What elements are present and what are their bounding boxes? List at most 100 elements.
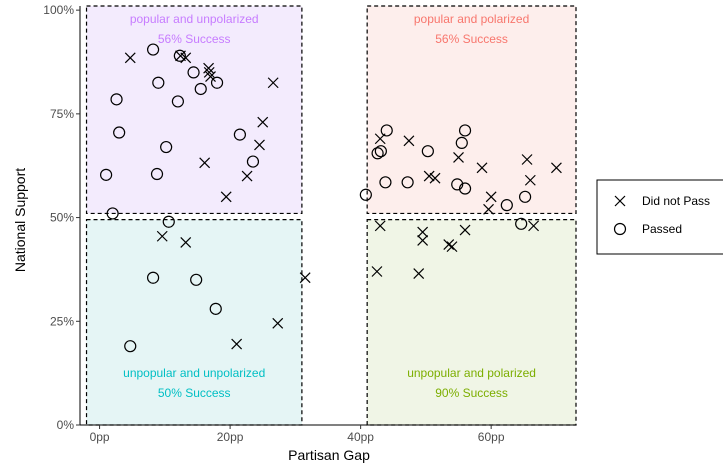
quadrant-success-3: 90% Success: [435, 386, 508, 400]
point-stroke: [423, 170, 435, 182]
point-stroke: [267, 77, 279, 89]
point-passed: [455, 136, 468, 150]
point-stroke: [299, 272, 311, 284]
y-tick-label-0: 0%: [57, 418, 75, 432]
point-stroke: [203, 62, 214, 74]
point-stroke: [272, 317, 284, 329]
point-stroke: [413, 268, 425, 280]
point-passed: [380, 124, 393, 137]
y-tick-label-4: 100%: [43, 3, 74, 17]
point-stroke: [241, 170, 253, 182]
point-stroke: [180, 237, 192, 248]
legend-label-did-not-pass: Did not Pass: [642, 194, 710, 208]
point-passed: [100, 168, 113, 181]
point-stroke: [476, 162, 488, 174]
point-did-not-pass: [524, 174, 536, 186]
point-layer: [100, 43, 562, 353]
point-passed: [518, 190, 532, 203]
point-passed: [233, 128, 246, 141]
point-stroke: [550, 162, 562, 174]
point-did-not-pass: [254, 139, 265, 151]
point-stroke: [254, 139, 265, 151]
point-passed: [106, 207, 119, 220]
point-passed: [152, 76, 165, 89]
quadrant-layer: popular and unpolarized 56% Success popula…: [85, 5, 577, 426]
point-stroke: [205, 71, 216, 82]
point-did-not-pass: [443, 239, 455, 250]
legend-marker-did-not-pass: [614, 195, 626, 207]
point-passed: [374, 145, 387, 158]
point-stroke: [403, 135, 415, 147]
point-did-not-pass: [203, 62, 214, 74]
point-stroke: [124, 52, 136, 64]
y-tick-label-1: 25%: [50, 314, 74, 328]
point-stroke: [417, 226, 429, 238]
point-did-not-pass: [156, 230, 168, 242]
quadrant-box-3: [366, 219, 577, 426]
point-passed: [451, 178, 464, 191]
point-stroke: [429, 172, 441, 184]
point-did-not-pass: [241, 170, 253, 182]
point-passed: [150, 167, 164, 181]
point-stroke: [417, 234, 429, 246]
point-stroke: [524, 174, 536, 186]
point-passed: [209, 302, 222, 315]
point-passed: [194, 82, 207, 96]
point-passed: [171, 95, 184, 108]
point-passed: [421, 145, 434, 158]
legend: Did not Pass Passed: [596, 179, 723, 255]
point-stroke: [257, 116, 269, 128]
point-stroke: [199, 157, 211, 169]
point-did-not-pass: [371, 266, 383, 277]
quadrant-label-1: popular and polarized: [414, 12, 529, 26]
legend-box: [596, 179, 723, 255]
point-did-not-pass: [299, 272, 311, 284]
point-did-not-pass: [374, 220, 386, 232]
point-did-not-pass: [267, 77, 279, 89]
point-passed: [246, 155, 260, 168]
point-passed: [458, 124, 472, 137]
point-stroke: [231, 338, 243, 350]
point-stroke: [371, 266, 383, 277]
point-passed: [173, 49, 186, 62]
point-did-not-pass: [423, 170, 435, 182]
point-stroke: [459, 224, 471, 236]
x-axis-title: Partisan Gap: [288, 447, 370, 463]
point-did-not-pass: [485, 191, 497, 203]
point-did-not-pass: [272, 317, 284, 329]
point-passed: [371, 147, 384, 160]
point-stroke: [528, 220, 540, 232]
point-did-not-pass: [550, 162, 562, 174]
point-did-not-pass: [417, 226, 429, 238]
point-did-not-pass: [528, 220, 540, 232]
legend-label-passed: Passed: [642, 222, 682, 236]
point-did-not-pass: [459, 224, 471, 236]
point-passed: [500, 199, 513, 212]
point-passed: [110, 93, 123, 106]
point-stroke: [443, 239, 455, 250]
point-passed: [401, 176, 414, 189]
point-passed: [379, 176, 392, 189]
point-stroke: [521, 154, 533, 165]
quadrant-success-0: 56% Success: [158, 32, 231, 46]
quadrant-label-2: unpopular and unpolarized: [123, 366, 265, 380]
point-stroke: [483, 203, 494, 215]
point-passed: [124, 340, 137, 353]
x-tick-label-3: 60pp: [478, 430, 505, 444]
point-stroke: [446, 241, 458, 253]
point-did-not-pass: [483, 203, 494, 215]
point-stroke: [453, 151, 464, 163]
point-did-not-pass: [429, 172, 441, 184]
point-passed: [210, 76, 224, 89]
point-did-not-pass: [403, 135, 415, 147]
point-passed: [359, 188, 372, 201]
point-did-not-pass: [203, 66, 215, 78]
quadrant-success-1: 56% Success: [435, 32, 508, 46]
point-stroke: [156, 230, 168, 242]
quadrant-label-0: popular and unpolarized: [130, 12, 259, 26]
point-did-not-pass: [220, 191, 232, 203]
axes: [79, 6, 576, 426]
point-stroke: [203, 66, 215, 78]
tick-layer: 0pp 20pp 40pp 60pp 0% 25% 50% 75% 100%: [43, 3, 505, 444]
